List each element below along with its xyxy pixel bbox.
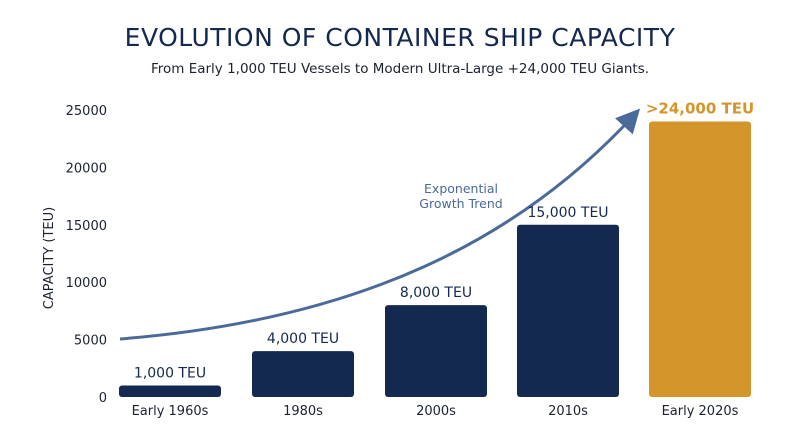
trend-annotation-line2: Growth Trend bbox=[419, 196, 502, 211]
y-tick-label: 25000 bbox=[66, 104, 107, 119]
y-tick-label: 10000 bbox=[66, 276, 107, 291]
y-axis-ticks: 0 5000 10000 15000 20000 25000 bbox=[66, 104, 107, 406]
bar bbox=[119, 385, 221, 397]
trend-annotation-line1: Exponential bbox=[424, 181, 498, 196]
x-tick-label: 1980s bbox=[283, 404, 323, 419]
data-labels: 1,000 TEU 4,000 TEU 8,000 TEU 15,000 TEU >24… bbox=[134, 99, 754, 381]
x-tick-label: Early 2020s bbox=[662, 404, 739, 419]
y-tick-label: 0 bbox=[99, 391, 107, 406]
y-tick-label: 20000 bbox=[66, 161, 107, 176]
chart-subtitle: From Early 1,000 TEU Vessels to Modern U… bbox=[151, 61, 649, 77]
x-tick-label: 2000s bbox=[416, 404, 456, 419]
x-tick-label: 2010s bbox=[548, 404, 588, 419]
x-axis-ticks: Early 1960s 1980s 2000s 2010s Early 2020s bbox=[132, 404, 739, 419]
data-label: 1,000 TEU bbox=[134, 366, 206, 382]
bar bbox=[385, 305, 487, 397]
bar bbox=[252, 351, 354, 397]
y-tick-label: 5000 bbox=[74, 334, 107, 349]
bars bbox=[119, 121, 751, 397]
data-label: >24,000 TEU bbox=[646, 99, 754, 117]
y-tick-label: 15000 bbox=[66, 219, 107, 234]
trend-arrow bbox=[119, 108, 641, 341]
bar bbox=[517, 224, 619, 397]
bar bbox=[649, 121, 751, 397]
chart-title: EVOLUTION OF CONTAINER SHIP CAPACITY bbox=[125, 23, 676, 52]
x-tick-label: Early 1960s bbox=[132, 404, 209, 419]
data-label: 4,000 TEU bbox=[267, 331, 339, 347]
data-label: 8,000 TEU bbox=[400, 285, 472, 301]
y-axis-label: CAPACITY (TEU) bbox=[42, 207, 57, 309]
data-label: 15,000 TEU bbox=[527, 205, 608, 221]
